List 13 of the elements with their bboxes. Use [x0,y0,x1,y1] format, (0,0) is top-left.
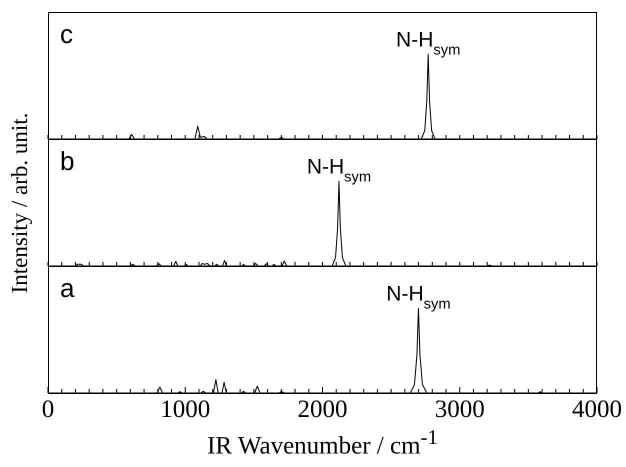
x-tick-label: 3000 [434,396,485,423]
x-tick-label: 1000 [160,396,210,423]
x-axis-title: IR Wavenumber / cm$^{-1}$ [206,425,439,460]
annotation: N-H$_{sym}$ [386,282,451,312]
text: b [60,146,74,176]
y-axis-title: Intensity / arb. unit. [7,112,33,293]
x-tick-label: 2000 [298,396,348,423]
x-tick-label: 0 [42,396,54,423]
x-tick-label: 4000 [572,396,622,423]
text: c [60,19,73,49]
text: a [60,273,74,303]
annotation: N-H$_{sym}$ [306,155,372,186]
annotation: N-H$_{sym}$ [396,28,460,58]
